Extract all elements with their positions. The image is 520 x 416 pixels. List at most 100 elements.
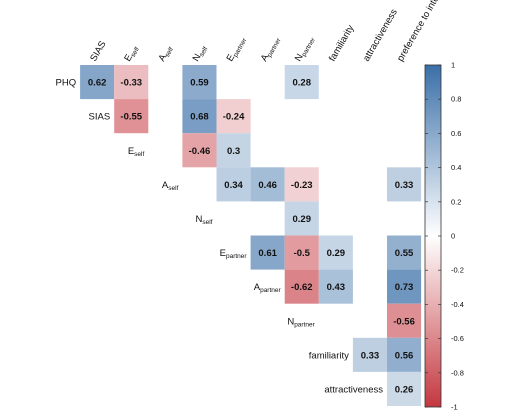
heatmap-cell	[387, 371, 422, 406]
cell-value: 0.55	[395, 248, 414, 259]
label-main: PHQ	[56, 78, 77, 89]
heatmap-cell	[387, 167, 422, 202]
label-subscript: partner	[226, 253, 247, 260]
row-label: Eself	[128, 146, 145, 158]
label-main: E	[122, 53, 135, 64]
cell-value: 0.28	[293, 78, 312, 89]
colorbar-tick-label: -0.8	[451, 368, 464, 377]
column-label: Aself	[156, 44, 175, 64]
label-main: A	[254, 282, 261, 293]
heatmap-cell	[216, 133, 251, 168]
heatmap-cell	[284, 235, 319, 270]
cell-value: 0.43	[327, 282, 346, 293]
colorbar-tick-label: -1	[451, 403, 458, 412]
label-main: N	[293, 52, 306, 64]
heatmap-cell	[250, 235, 285, 270]
cell-value: -0.56	[393, 316, 415, 327]
label-main: SIAS	[88, 39, 108, 63]
row-label: Apartner	[254, 282, 282, 294]
heatmap-cell	[284, 65, 319, 100]
colorbar-tick-label: -0.4	[451, 300, 464, 309]
label-main: preference to interact	[395, 0, 450, 63]
cell-value: -0.23	[291, 180, 313, 191]
cell-value: 0.33	[361, 350, 380, 361]
row-label: Epartner	[220, 248, 248, 260]
label-subscript: self	[198, 46, 209, 58]
column-label: Nself	[191, 43, 210, 64]
label-main: familiarity	[327, 23, 357, 63]
label-subscript: partner	[232, 36, 249, 58]
label-main: familiarity	[309, 350, 349, 361]
heatmap-cell	[284, 201, 319, 236]
cell-value: -0.62	[291, 282, 313, 293]
label-main: E	[225, 53, 238, 64]
heatmap-cell	[352, 337, 387, 372]
cell-value: -0.24	[223, 112, 245, 123]
cell-value: -0.33	[120, 78, 142, 89]
column-label: Eself	[122, 44, 141, 64]
column-labels: SIAS Eself Aself Nself Epartner Apartner Npart…	[88, 0, 449, 64]
colorbar-tick-label: 0.8	[451, 95, 461, 104]
label-main: A	[259, 52, 272, 64]
row-label: Nself	[196, 214, 213, 226]
row-label: Aself	[162, 180, 179, 192]
label-main: E	[220, 248, 226, 259]
colorbar-tick-label: 0.6	[451, 129, 461, 138]
heatmap-cell	[284, 167, 319, 202]
cell-value: 0.61	[258, 248, 277, 259]
cell-value: 0.46	[258, 180, 277, 191]
label-main: SIAS	[89, 112, 111, 123]
row-label: attractiveness	[324, 384, 383, 395]
cell-value: 0.33	[395, 180, 414, 191]
heatmap-cell	[80, 65, 115, 100]
cell-value: 0.3	[227, 146, 240, 157]
heatmap-cell	[182, 99, 217, 134]
colorbar-tick-label: 0.2	[451, 197, 461, 206]
cell-value: -0.55	[120, 112, 142, 123]
heatmap-cells: 0.62 -0.33 0.59 0.28 -0.55 0.68 -0.24 -0.46 0.3 0…	[80, 65, 422, 406]
cell-value: 0.26	[395, 384, 414, 395]
heatmap-cell	[182, 65, 217, 100]
label-main: N	[191, 52, 204, 64]
cell-value: 0.29	[327, 248, 346, 259]
cell-value: 0.29	[293, 214, 312, 225]
cell-value: 0.68	[190, 112, 209, 123]
label-main: E	[128, 146, 134, 157]
cell-value: 0.34	[224, 180, 243, 191]
heatmap-cell	[318, 269, 353, 304]
heatmap-cell	[114, 65, 149, 100]
column-label: SIAS	[88, 39, 108, 63]
label-subscript: self	[202, 219, 212, 226]
cell-value: -0.5	[294, 248, 311, 259]
label-subscript: self	[164, 46, 175, 58]
heatmap-cell	[250, 167, 285, 202]
cell-value: 0.73	[395, 282, 414, 293]
cell-value: 0.56	[395, 350, 414, 361]
row-label: PHQ	[56, 78, 77, 89]
label-subscript: self	[134, 151, 144, 158]
label-subscript: partner	[260, 287, 281, 294]
row-label: Npartner	[287, 316, 315, 328]
column-label: Epartner	[225, 34, 249, 64]
label-main: N	[196, 214, 203, 225]
row-label: familiarity	[309, 350, 349, 361]
label-subscript: self	[130, 46, 141, 58]
heatmap-cell	[114, 99, 149, 134]
heatmap-cell	[387, 303, 422, 338]
label-subscript: partner	[294, 321, 315, 328]
label-main: N	[287, 316, 294, 327]
label-main: A	[162, 180, 169, 191]
label-subscript: partner	[266, 36, 283, 58]
colorbar-tick-label: 1	[451, 61, 455, 70]
label-main: attractiveness	[324, 384, 383, 395]
heatmap-cell	[284, 269, 319, 304]
column-label: preference to interact	[395, 0, 450, 63]
cell-value: 0.62	[88, 78, 107, 89]
column-label: attractiveness	[361, 7, 400, 63]
column-label: Npartner	[293, 33, 318, 64]
label-subscript: self	[168, 185, 178, 192]
column-label: familiarity	[327, 23, 357, 63]
cell-value: -0.46	[189, 146, 211, 157]
colorbar: 1 0.8 0.6 0.4 0.2 0 -0.2 -0.4 -0.6 -0.8 -1	[424, 61, 464, 412]
